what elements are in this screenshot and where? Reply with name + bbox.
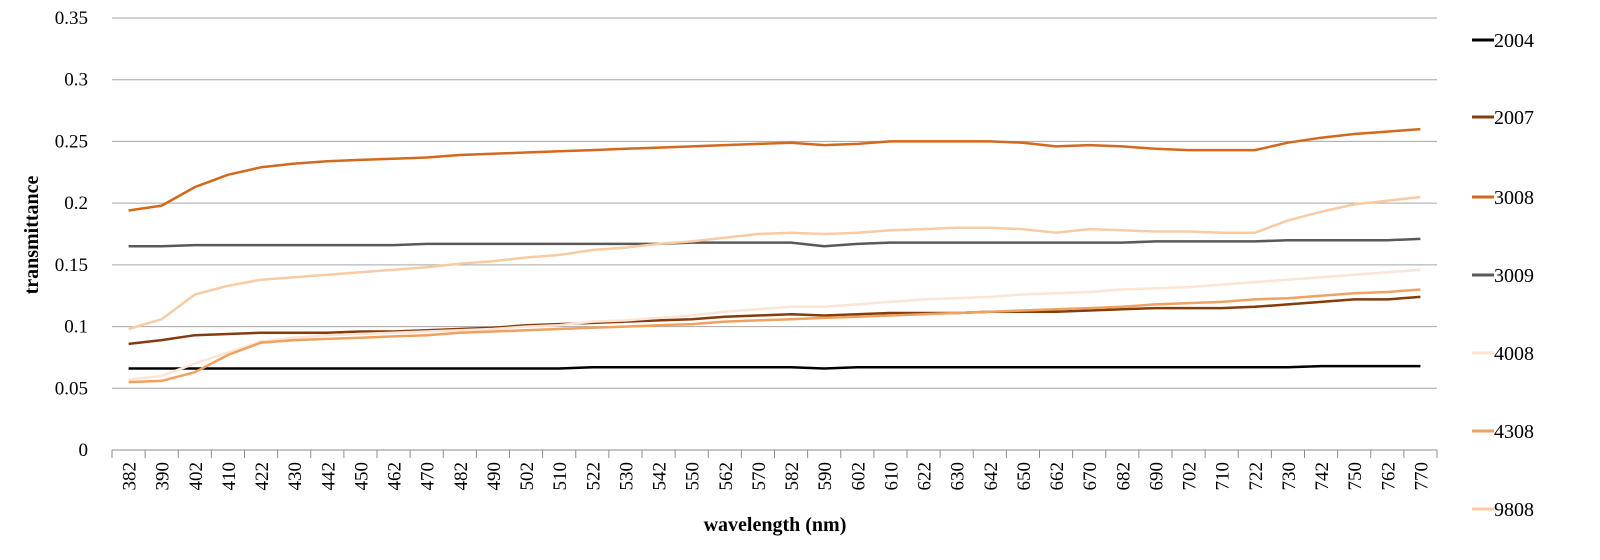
x-tick-label: 470 (418, 462, 439, 491)
x-tick-label: 442 (318, 462, 339, 491)
x-tick-label: 390 (153, 462, 174, 491)
x-tick-label: 510 (550, 462, 571, 491)
series-line-3009 (128, 237, 1421, 248)
x-axis: 382 390 402 410 422 430 442 450 462 470 482 490 502 5… (111, 449, 1438, 491)
x-tick-label: 610 (881, 462, 902, 491)
x-tick-label: 770 (1411, 462, 1432, 491)
x-tick-label: 402 (186, 462, 207, 491)
x-tick-label: 630 (948, 462, 969, 491)
x-tick-label: 422 (252, 462, 273, 491)
y-tick-label: 0.2 (64, 193, 88, 214)
x-tick-label: 722 (1246, 462, 1267, 491)
y-tick-label: 0.25 (55, 131, 88, 152)
x-tick-label: 570 (749, 462, 770, 491)
y-tick-label: 0.15 (55, 255, 88, 276)
x-tick-label: 742 (1312, 462, 1333, 491)
y-tick-label: 0.05 (55, 378, 88, 399)
x-tick-label: 670 (1080, 462, 1101, 491)
series-line-4308 (128, 288, 1421, 384)
series-line-2004 (128, 364, 1421, 370)
x-tick-label: 662 (1047, 462, 1068, 491)
legend-label-3009: 3009 (1494, 265, 1534, 287)
legend-label-4308: 4308 (1494, 421, 1534, 443)
x-tick-label: 750 (1345, 462, 1366, 491)
x-tick-label: 762 (1378, 462, 1399, 491)
y-axis-title: transmittance (21, 175, 43, 294)
x-tick-label: 382 (120, 462, 141, 491)
x-tick-label: 502 (517, 462, 538, 491)
x-tick-label: 542 (650, 462, 671, 491)
y-tick-label: 0.1 (64, 317, 88, 338)
series-line-2007 (128, 295, 1421, 346)
legend-label-3008: 3008 (1494, 187, 1534, 209)
x-tick-label: 650 (1014, 462, 1035, 491)
series-line-3008 (128, 127, 1421, 212)
x-tick-label: 482 (451, 462, 472, 491)
x-tick-label: 410 (219, 462, 240, 491)
legend-label-2007: 2007 (1494, 107, 1534, 129)
y-tick-label: 0.35 (55, 8, 88, 29)
x-tick-label: 522 (583, 462, 604, 491)
gridlines (112, 17, 1437, 389)
series-lines (128, 127, 1421, 384)
x-tick-label: 602 (848, 462, 869, 491)
legend-label-2004: 2004 (1494, 30, 1534, 52)
x-tick-label: 590 (815, 462, 836, 491)
series-line-9808 (128, 195, 1421, 331)
x-tick-label: 702 (1180, 462, 1201, 491)
x-tick-label: 490 (484, 462, 505, 491)
series-line-4008 (128, 268, 1421, 381)
legend: 2004 2007 3008 3009 4008 4308 9808 (1472, 30, 1534, 521)
x-tick-label: 562 (716, 462, 737, 491)
x-tick-label: 530 (616, 462, 637, 491)
x-tick-label: 730 (1279, 462, 1300, 491)
x-tick-label: 450 (351, 462, 372, 491)
x-tick-label: 582 (782, 462, 803, 491)
legend-label-9808: 9808 (1494, 499, 1534, 521)
x-tick-label: 550 (683, 462, 704, 491)
x-tick-label: 622 (915, 462, 936, 491)
legend-label-4008: 4008 (1494, 343, 1534, 365)
y-tick-label: 0 (79, 440, 89, 461)
x-tick-label: 642 (981, 462, 1002, 491)
x-tick-label: 690 (1146, 462, 1167, 491)
y-tick-label: 0.3 (64, 70, 88, 91)
x-axis-title: wavelength (nm) (704, 514, 847, 536)
x-tick-label: 682 (1113, 462, 1134, 491)
x-tick-label: 710 (1213, 462, 1234, 491)
x-tick-label: 462 (385, 462, 406, 491)
x-tick-label: 430 (285, 462, 306, 491)
y-axis: 0 0.05 0.1 0.15 0.2 0.25 0.3 0.35 (55, 8, 88, 461)
